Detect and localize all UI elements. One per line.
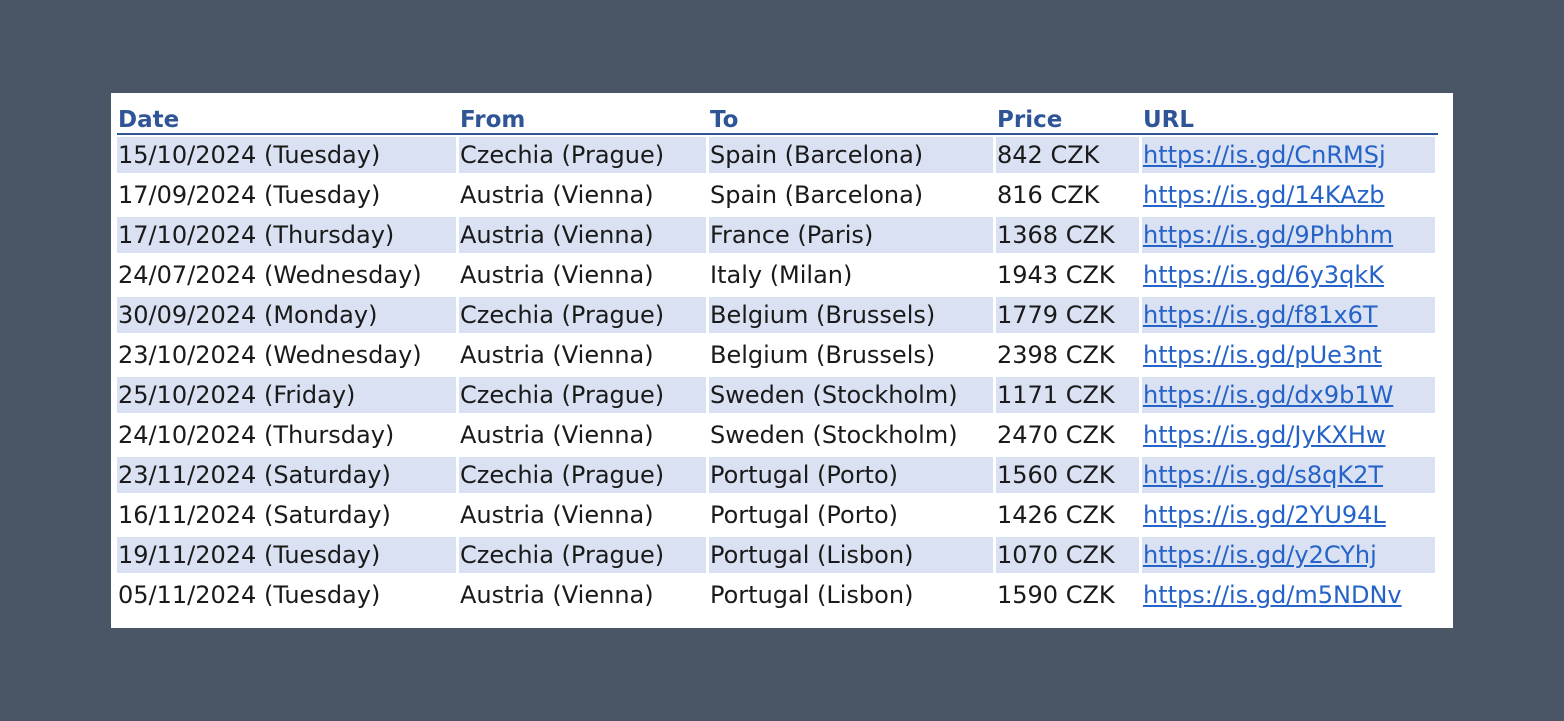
cell-to: Italy (Milan) — [709, 255, 996, 295]
table-row: 17/10/2024 (Thursday) Austria (Vienna) Fra… — [117, 215, 1438, 255]
table-row: 05/11/2024 (Tuesday) Austria (Vienna) Port… — [117, 575, 1438, 615]
cell-to: Spain (Barcelona) — [709, 135, 996, 175]
cell-to: Portugal (Porto) — [709, 455, 996, 495]
cell-to: Portugal (Lisbon) — [709, 535, 996, 575]
cell-date: 19/11/2024 (Tuesday) — [117, 535, 459, 575]
cell-url-link[interactable]: https://is.gd/14KAzb — [1142, 175, 1438, 215]
table-row: 19/11/2024 (Tuesday) Czechia (Prague) Port… — [117, 535, 1438, 575]
cell-from: Czechia (Prague) — [459, 295, 709, 335]
cell-date: 15/10/2024 (Tuesday) — [117, 135, 459, 175]
table-row: 17/09/2024 (Tuesday) Austria (Vienna) Spai… — [117, 175, 1438, 215]
cell-from: Czechia (Prague) — [459, 375, 709, 415]
cell-url-link[interactable]: https://is.gd/JyKXHw — [1142, 415, 1438, 455]
cell-from: Austria (Vienna) — [459, 175, 709, 215]
cell-from: Czechia (Prague) — [459, 135, 709, 175]
cell-from: Austria (Vienna) — [459, 335, 709, 375]
cell-price: 1426 CZK — [996, 495, 1142, 535]
cell-from: Austria (Vienna) — [459, 255, 709, 295]
table-row: 16/11/2024 (Saturday) Austria (Vienna) Por… — [117, 495, 1438, 535]
cell-from: Austria (Vienna) — [459, 415, 709, 455]
cell-date: 17/10/2024 (Thursday) — [117, 215, 459, 255]
table-row: 23/10/2024 (Wednesday) Austria (Vienna) Be… — [117, 335, 1438, 375]
cell-date: 25/10/2024 (Friday) — [117, 375, 459, 415]
cell-url-link[interactable]: https://is.gd/6y3qkK — [1142, 255, 1438, 295]
column-header-url[interactable]: URL — [1142, 99, 1438, 135]
cell-date: 23/11/2024 (Saturday) — [117, 455, 459, 495]
cell-price: 816 CZK — [996, 175, 1142, 215]
cell-from: Austria (Vienna) — [459, 575, 709, 615]
table-row: 25/10/2024 (Friday) Czechia (Prague) Swede… — [117, 375, 1438, 415]
cell-price: 1590 CZK — [996, 575, 1142, 615]
cell-price: 1171 CZK — [996, 375, 1142, 415]
flight-prices-sheet: Date From To Price URL 15/10/2024 (Tuesd… — [111, 93, 1453, 628]
column-header-date[interactable]: Date — [117, 99, 459, 135]
cell-to: Portugal (Lisbon) — [709, 575, 996, 615]
cell-from: Czechia (Prague) — [459, 535, 709, 575]
cell-from: Austria (Vienna) — [459, 215, 709, 255]
column-header-from[interactable]: From — [459, 99, 709, 135]
cell-to: Portugal (Porto) — [709, 495, 996, 535]
cell-url-link[interactable]: https://is.gd/m5NDNv — [1142, 575, 1438, 615]
cell-price: 1943 CZK — [996, 255, 1142, 295]
cell-date: 17/09/2024 (Tuesday) — [117, 175, 459, 215]
table-row: 23/11/2024 (Saturday) Czechia (Prague) Por… — [117, 455, 1438, 495]
cell-price: 1070 CZK — [996, 535, 1142, 575]
column-header-to[interactable]: To — [709, 99, 996, 135]
cell-price: 2398 CZK — [996, 335, 1142, 375]
cell-price: 1779 CZK — [996, 295, 1142, 335]
cell-url-link[interactable]: https://is.gd/y2CYhj — [1142, 535, 1438, 575]
cell-date: 16/11/2024 (Saturday) — [117, 495, 459, 535]
cell-date: 23/10/2024 (Wednesday) — [117, 335, 459, 375]
cell-to: Sweden (Stockholm) — [709, 375, 996, 415]
cell-url-link[interactable]: https://is.gd/CnRMSj — [1142, 135, 1438, 175]
table-row: 15/10/2024 (Tuesday) Czechia (Prague) Spai… — [117, 135, 1438, 175]
cell-date: 30/09/2024 (Monday) — [117, 295, 459, 335]
table-header-row: Date From To Price URL — [117, 99, 1438, 135]
cell-url-link[interactable]: https://is.gd/2YU94L — [1142, 495, 1438, 535]
cell-to: Spain (Barcelona) — [709, 175, 996, 215]
cell-from: Czechia (Prague) — [459, 455, 709, 495]
table-row: 24/10/2024 (Thursday) Austria (Vienna) Swe… — [117, 415, 1438, 455]
cell-price: 2470 CZK — [996, 415, 1142, 455]
cell-url-link[interactable]: https://is.gd/9Phbhm — [1142, 215, 1438, 255]
flight-prices-table: Date From To Price URL 15/10/2024 (Tuesd… — [117, 99, 1438, 615]
cell-url-link[interactable]: https://is.gd/f81x6T — [1142, 295, 1438, 335]
column-header-price[interactable]: Price — [996, 99, 1142, 135]
cell-from: Austria (Vienna) — [459, 495, 709, 535]
cell-url-link[interactable]: https://is.gd/s8qK2T — [1142, 455, 1438, 495]
cell-price: 842 CZK — [996, 135, 1142, 175]
cell-to: Belgium (Brussels) — [709, 335, 996, 375]
cell-url-link[interactable]: https://is.gd/dx9b1W — [1142, 375, 1438, 415]
cell-price: 1560 CZK — [996, 455, 1142, 495]
table-row: 24/07/2024 (Wednesday) Austria (Vienna) It… — [117, 255, 1438, 295]
cell-url-link[interactable]: https://is.gd/pUe3nt — [1142, 335, 1438, 375]
cell-price: 1368 CZK — [996, 215, 1142, 255]
table-row: 30/09/2024 (Monday) Czechia (Prague) Belgi… — [117, 295, 1438, 335]
cell-date: 24/10/2024 (Thursday) — [117, 415, 459, 455]
cell-to: Sweden (Stockholm) — [709, 415, 996, 455]
cell-date: 24/07/2024 (Wednesday) — [117, 255, 459, 295]
cell-to: France (Paris) — [709, 215, 996, 255]
cell-date: 05/11/2024 (Tuesday) — [117, 575, 459, 615]
cell-to: Belgium (Brussels) — [709, 295, 996, 335]
